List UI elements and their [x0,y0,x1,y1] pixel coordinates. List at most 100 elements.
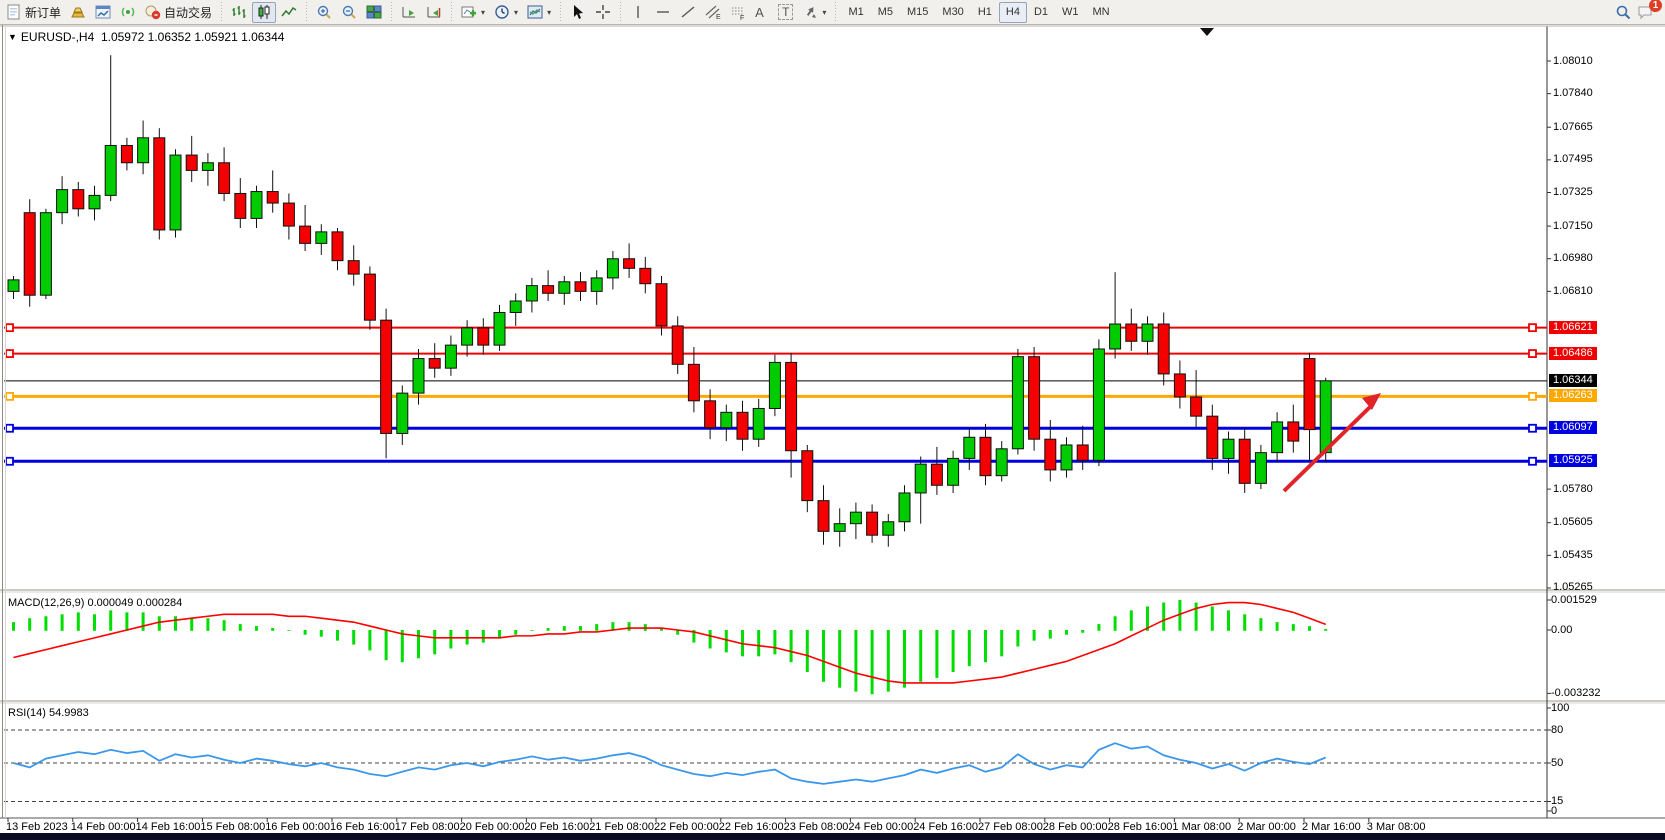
timeframe-W1[interactable]: W1 [1062,6,1079,18]
timeframe-M15[interactable]: M15 [907,6,929,18]
candlestick-chart-button[interactable] [252,1,277,23]
rsi-tick-label: 0 [1551,804,1558,817]
price-tick-label: 1.05605 [1553,516,1593,529]
vertical-line-button[interactable] [626,2,650,23]
price-tick-label: 1.07325 [1553,186,1593,198]
market-watch-button[interactable] [66,2,90,23]
candle-body [542,285,555,294]
candle-body [963,436,976,459]
timeframe-D1[interactable]: D1 [1033,6,1048,18]
hline-handle[interactable] [1528,391,1537,401]
candle-body [169,154,182,231]
bar-chart-icon [232,6,246,18]
candle-body [849,511,862,525]
tile-windows-button[interactable] [362,2,386,23]
candle-body [380,319,393,434]
candle-body [363,273,376,321]
candle-body [833,523,846,532]
hline-handle[interactable] [1528,456,1537,466]
date-label: 27 Feb 08:00 [978,821,1043,833]
timeframe-H1[interactable]: H1 [977,6,992,18]
candle-body [201,162,214,171]
hline-handle[interactable] [5,456,14,466]
rsi-tick-label: 100 [1551,701,1570,714]
auto-trading-button[interactable]: 自动交易 [141,2,216,23]
bottom-edge-bar [0,833,1665,840]
candle-body [1092,348,1105,461]
hline-handle[interactable] [5,391,14,401]
candle-body [331,231,344,262]
candle-body [947,457,960,486]
candle-body [914,463,927,494]
candle-body [979,436,992,477]
candle-body [930,463,943,486]
line-chart-button[interactable] [277,2,301,23]
annotation-arrow-head[interactable] [1362,393,1381,410]
auto-trading-icon [145,5,161,20]
bar-chart-button[interactable] [227,2,251,23]
hline-handle[interactable] [5,423,14,433]
trendline-button[interactable] [676,2,700,23]
hline-handle[interactable] [1528,349,1537,358]
hline-handle[interactable] [1528,423,1537,433]
fibonacci-button[interactable]: F [726,2,750,23]
price-tick-label: 1.07665 [1553,120,1593,133]
auto-scroll-button[interactable] [397,2,421,23]
periods-dropdown-caret[interactable]: ▾ [514,7,519,17]
timeframe-toolbar: M1 M5 M15 M30 H1 H4 D1 W1 MN [841,1,1116,23]
indicators-button[interactable]: ▾ [457,2,489,23]
candle-body [282,202,295,227]
timeframe-H4[interactable]: H4 [998,1,1027,23]
price-tick-label: 1.07150 [1553,219,1593,232]
candle-body [412,358,425,394]
candle-body [1173,373,1186,398]
macd-tick-label: -0.003232 [1551,686,1601,699]
new-order-button[interactable]: 新订单 [2,2,65,23]
price-line-label-1.06263: 1.06263 [1549,389,1597,403]
text-label-icon: T [778,4,794,20]
templates-dropdown-caret[interactable]: ▾ [547,7,552,17]
chart-shift-marker[interactable] [1200,28,1214,36]
cursor-button[interactable] [566,2,590,23]
candle-body [995,448,1008,477]
horizontal-line-button[interactable] [651,2,675,23]
signals-button[interactable] [116,2,140,23]
candle-body [704,400,717,429]
toolbar-separator [218,2,226,22]
candle-body [639,267,652,285]
crosshair-button[interactable] [591,2,615,23]
timeframe-M30[interactable]: M30 [942,6,964,18]
notifications-button[interactable]: 1 [1637,0,1662,20]
equidistant-channel-button[interactable]: E [701,2,725,23]
periods-button[interactable]: ▾ [490,2,522,23]
svg-text:E: E [716,14,721,20]
chart-symbol-period: EURUSD-,H4 [20,30,95,44]
candle-body [120,144,133,164]
indicators-dropdown-caret[interactable]: ▾ [481,7,486,17]
hline-handle[interactable] [5,349,14,358]
macd-tick-label: 0.001529 [1551,593,1597,606]
chart-shift-button[interactable] [422,2,446,23]
hline-handle[interactable] [5,323,14,333]
zoom-in-button[interactable] [312,2,336,23]
templates-button[interactable]: ▾ [523,2,555,23]
candle-body [1141,323,1154,342]
candle-body [655,283,668,327]
zoom-out-button[interactable] [337,2,361,23]
text-label-button[interactable]: T [774,2,797,23]
text-button[interactable]: A [751,2,773,23]
timeframe-M5[interactable]: M5 [877,6,893,18]
arrows-button[interactable]: ▾ [798,2,830,23]
timeframe-M1[interactable]: M1 [848,6,864,18]
chart-plot[interactable] [0,25,1665,840]
search-icon[interactable] [1615,4,1631,20]
timeframe-MN[interactable]: MN [1092,6,1110,18]
data-window-button[interactable] [91,2,115,23]
date-label: 13 Feb 2023 [6,821,68,833]
arrows-dropdown-caret[interactable]: ▾ [822,7,827,17]
notification-badge: 1 [1649,0,1662,12]
hline-handle[interactable] [1528,323,1537,333]
tile-windows-icon [366,5,382,19]
annotation-arrow-shaft[interactable] [1282,405,1372,493]
symbol-collapse-icon[interactable]: ▼ [8,32,17,42]
